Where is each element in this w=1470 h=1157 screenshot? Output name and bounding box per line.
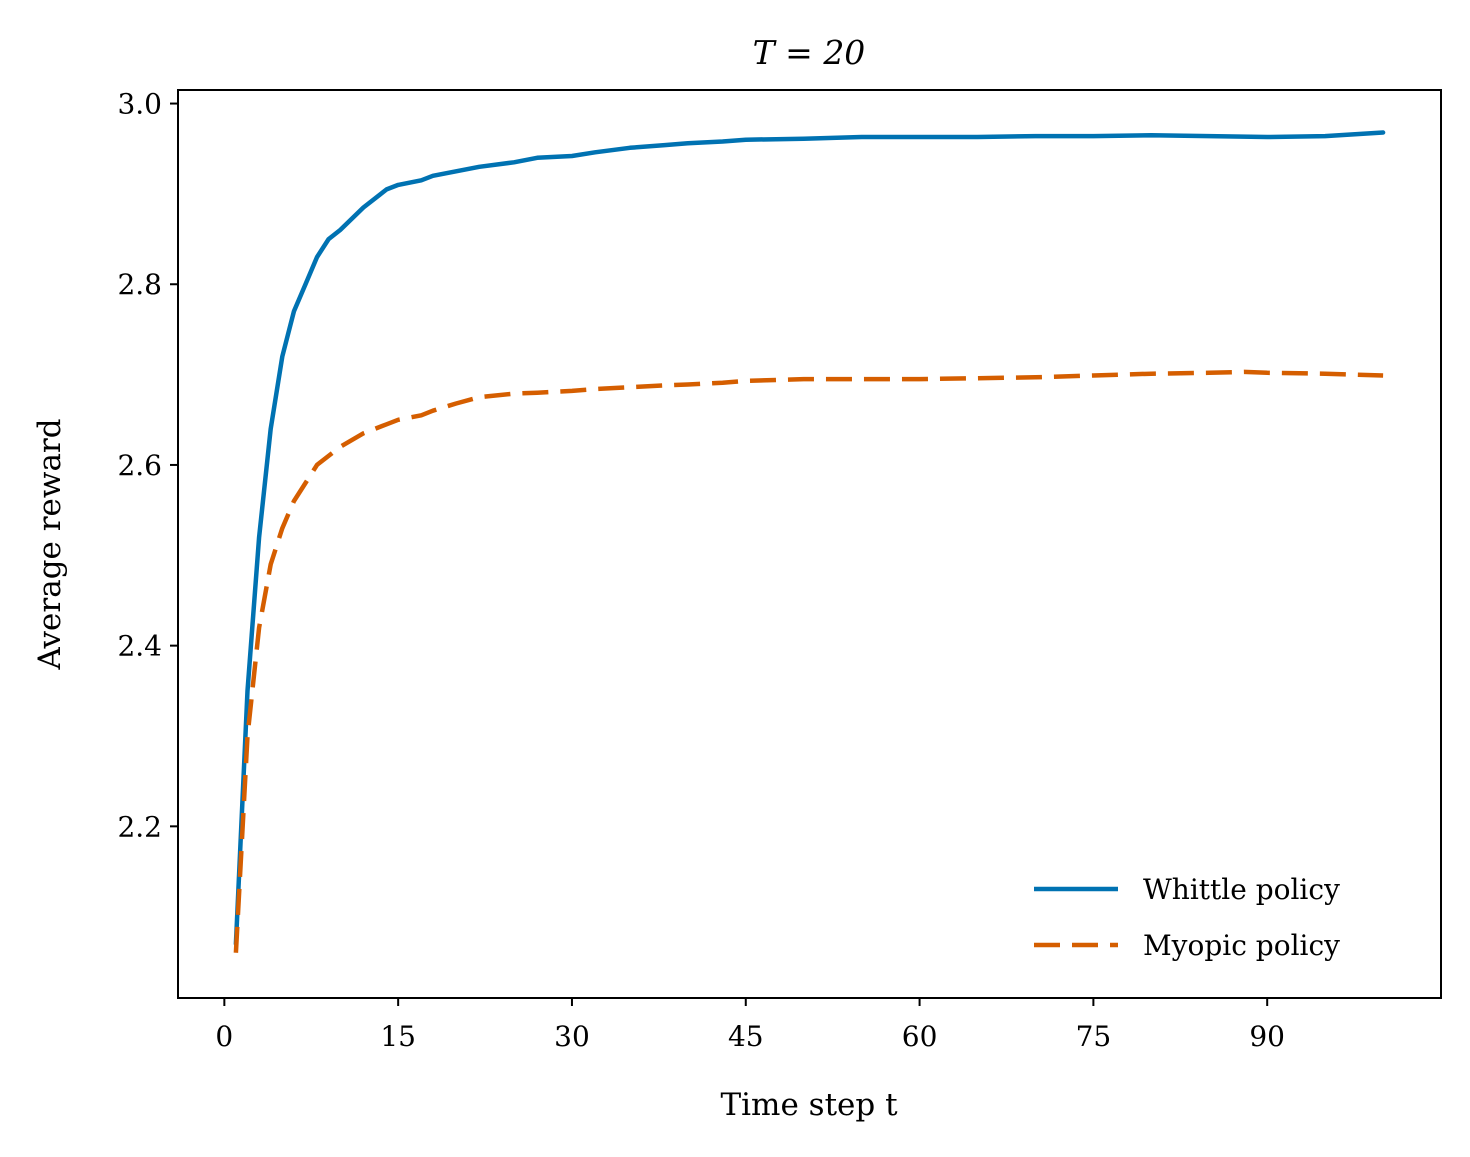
x-tick-label: 45	[728, 1020, 764, 1053]
x-tick-label: 60	[902, 1020, 938, 1053]
x-tick-label: 75	[1076, 1020, 1112, 1053]
x-tick-label: 0	[215, 1020, 233, 1053]
y-tick-label: 2.6	[117, 449, 162, 482]
legend: Whittle policy Myopic policy	[1034, 873, 1340, 962]
plot-frame	[177, 89, 1442, 999]
x-tick-label: 30	[554, 1020, 590, 1053]
y-axis-title: Average reward	[32, 418, 68, 670]
y-tick-label: 2.2	[117, 810, 162, 843]
x-tick-label: 15	[380, 1020, 416, 1053]
chart-title: T = 20	[753, 33, 866, 72]
legend-label-whittle: Whittle policy	[1143, 873, 1340, 906]
series-line-whittle-policy	[233, 130, 1386, 947]
y-axis: 2.2 2.4 2.6 2.8 3.0	[117, 88, 178, 843]
x-tick-label: 90	[1249, 1020, 1285, 1053]
y-tick-label: 2.8	[117, 268, 162, 301]
y-tick-label: 3.0	[117, 88, 162, 121]
x-axis: 0 15 30 45 60 75 90	[215, 998, 1285, 1053]
y-tick-label: 2.4	[117, 630, 162, 663]
series-layer	[233, 130, 1386, 953]
legend-label-myopic: Myopic policy	[1143, 929, 1340, 962]
x-axis-title: Time step t	[720, 1087, 898, 1123]
